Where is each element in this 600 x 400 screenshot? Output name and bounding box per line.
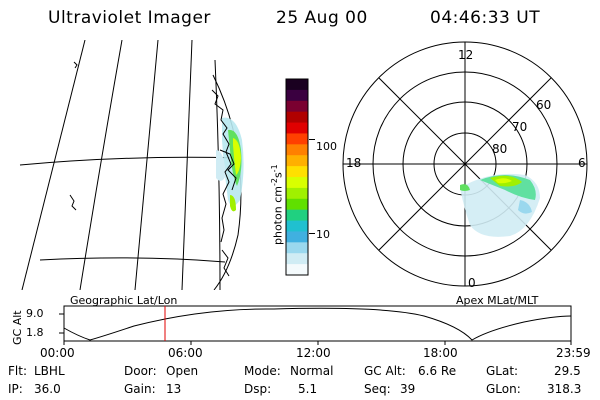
instrument-title: Ultraviolet Imager	[48, 8, 211, 28]
alt-ylabel: GC Alt	[11, 310, 24, 345]
colorbar-swatch	[286, 209, 308, 222]
alt-xtick-4: 23:59	[556, 346, 591, 360]
seq-key: Seq:	[364, 382, 391, 396]
flt-key: Flt:	[8, 364, 27, 378]
lat-label-80: 80	[492, 142, 508, 156]
flt-value: LBHL	[34, 364, 65, 378]
seq-value: 39	[400, 382, 416, 396]
ip-value: 36.0	[34, 382, 61, 396]
lat-label-60: 60	[536, 98, 552, 112]
time-label: 04:46:33 UT	[430, 8, 541, 28]
dsp-key: Dsp:	[244, 382, 272, 396]
colorbar-swatch	[286, 89, 308, 102]
mlt-label-top: 12	[458, 48, 474, 62]
glon-value: 318.3	[547, 382, 582, 396]
colorbar-swatch	[286, 220, 308, 232]
dsp-value: 5.1	[298, 382, 318, 396]
colorbar-swatch	[286, 177, 308, 189]
colorbar-swatch	[286, 242, 308, 254]
alt-xtick-2: 12:00	[296, 346, 331, 360]
gcalt-value: 6.6 Re	[418, 364, 457, 378]
alt-ytick-min: 1.8	[26, 326, 44, 339]
lat-label-70: 70	[512, 120, 528, 134]
colorbar-label-100: 100	[316, 140, 337, 153]
colorbar-swatch	[286, 144, 308, 156]
colorbar-tick-100	[309, 139, 315, 140]
colorbar-swatch	[286, 100, 308, 113]
alt-xtick-3: 18:00	[423, 346, 458, 360]
glat-key: GLat:	[486, 364, 519, 378]
colorbar-swatch	[286, 198, 308, 211]
colorbar-swatch	[286, 187, 308, 200]
altitude-plot	[59, 305, 572, 345]
colorbar-units: photon cm-2s-1	[270, 164, 285, 245]
colorbar-swatch	[286, 166, 308, 178]
colorbar	[285, 78, 309, 276]
glat-value: 29.5	[554, 364, 581, 378]
alt-xtick-0: 00:00	[40, 346, 75, 360]
mlt-label-left: 18	[346, 156, 362, 170]
mlt-label-bottom: 0	[468, 276, 476, 290]
colorbar-swatch	[286, 122, 308, 134]
colorbar-swatch	[286, 264, 308, 276]
gain-key: Gain:	[124, 382, 156, 396]
mode-key: Mode:	[244, 364, 281, 378]
gcalt-key: GC Alt:	[364, 364, 406, 378]
alt-ytick-max: 9.0	[26, 307, 44, 320]
gain-value: 13	[166, 382, 182, 396]
colorbar-swatch	[286, 79, 308, 91]
colorbar-swatch	[286, 253, 308, 265]
colorbar-swatch	[286, 111, 308, 124]
alt-xtick-1: 06:00	[168, 346, 203, 360]
colorbar-swatch	[286, 155, 308, 167]
polar-plot	[342, 41, 588, 287]
colorbar-swatch	[286, 231, 308, 243]
mode-value: Normal	[290, 364, 334, 378]
globe-caption: Geographic Lat/Lon	[70, 294, 178, 307]
globe-image	[19, 40, 244, 290]
colorbar-tick-10	[309, 233, 315, 234]
colorbar-swatch	[286, 133, 308, 145]
door-key: Door:	[124, 364, 157, 378]
ip-key: IP:	[8, 382, 23, 396]
mlt-label-right: 6	[578, 156, 586, 170]
date-label: 25 Aug 00	[276, 8, 368, 28]
door-value: Open	[166, 364, 199, 378]
polar-caption: Apex MLat/MLT	[456, 294, 539, 307]
colorbar-label-10: 10	[316, 228, 330, 241]
glon-key: GLon:	[486, 382, 521, 396]
